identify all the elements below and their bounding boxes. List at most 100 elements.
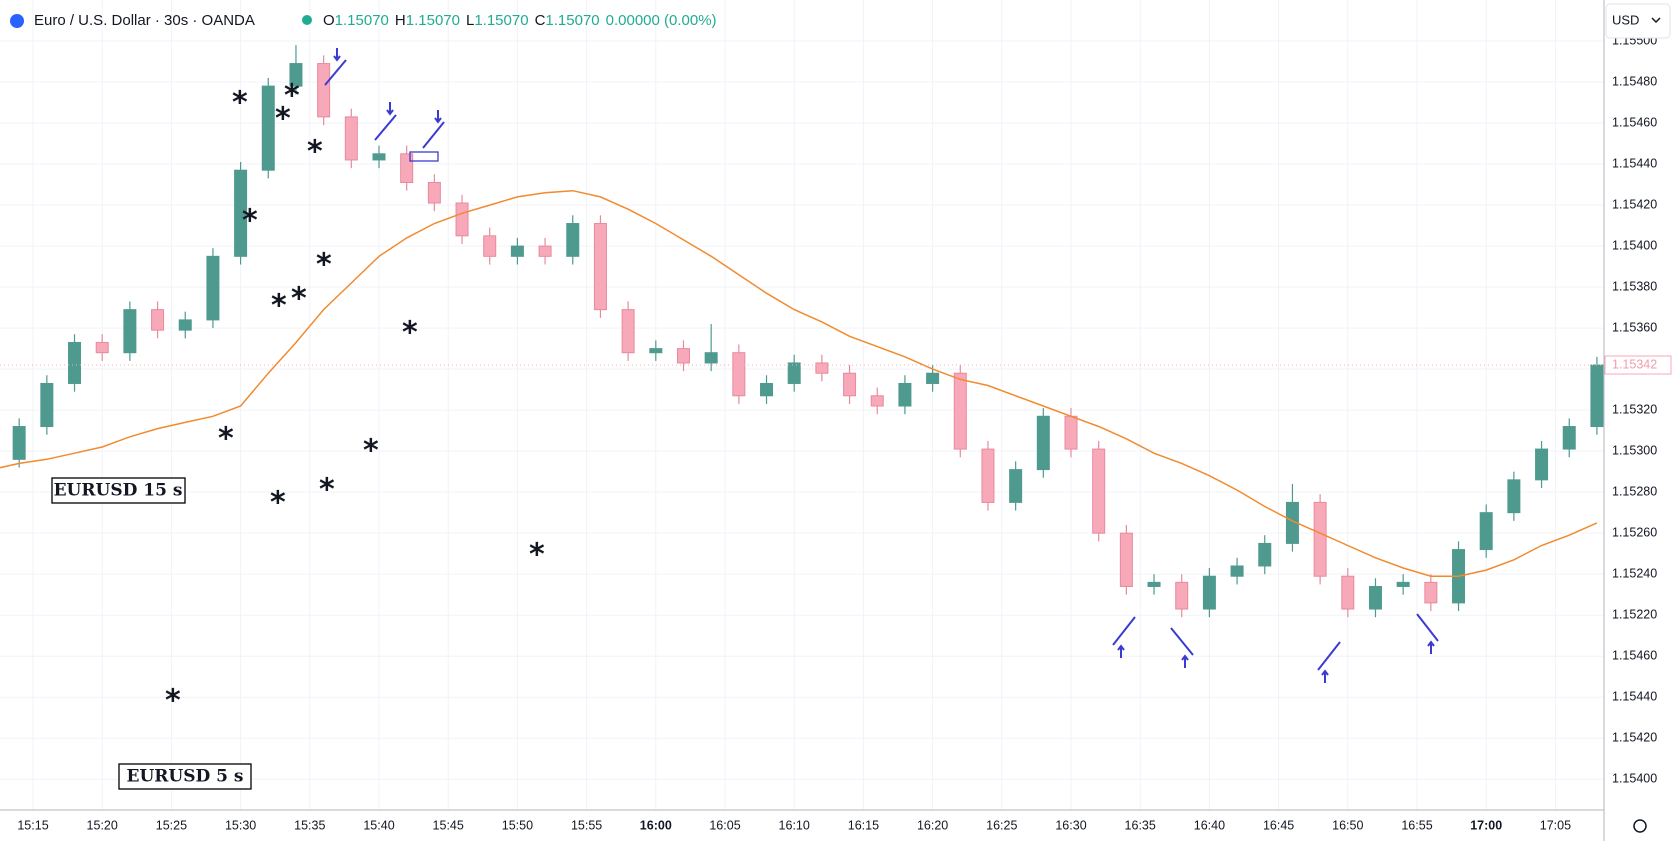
marker: * <box>270 486 286 521</box>
candle-body <box>566 223 580 257</box>
candle-body <box>1341 575 1355 610</box>
time-label: 15:40 <box>363 818 394 832</box>
time-label: 16:40 <box>1194 818 1225 832</box>
ohlc-key: O <box>323 12 335 29</box>
annotation-box <box>118 763 252 790</box>
time-label: 16:00 <box>640 818 672 832</box>
marker: * <box>402 316 418 351</box>
dropdown-icon[interactable] <box>1651 17 1661 24</box>
time-label: 16:05 <box>709 818 740 832</box>
price-label: 1.15360 <box>1612 320 1657 334</box>
moving-average <box>0 189 1598 577</box>
marker: * <box>275 102 291 137</box>
price-label: 1.15480 <box>1612 74 1657 88</box>
marker: * <box>271 289 287 324</box>
candle-body <box>953 372 967 450</box>
time-label: 15:15 <box>17 818 48 832</box>
time-label: 15:50 <box>502 818 533 832</box>
candle-body <box>926 372 940 384</box>
markers: * * * * * * * * * * * * * * * <box>165 79 545 719</box>
candle-body <box>1590 364 1604 428</box>
candle-body <box>400 153 414 184</box>
price-axis: 1.155001.154801.154601.154401.154201.154… <box>1604 33 1672 786</box>
time-label: 16:35 <box>1125 818 1156 832</box>
time-label: 16:15 <box>848 818 879 832</box>
ohlc-value: 1.15070 <box>406 12 460 29</box>
marker: * <box>218 422 234 457</box>
price-label: 1.15220 <box>1612 607 1657 621</box>
marker: * <box>316 248 332 283</box>
ohlc-key: C <box>535 12 546 29</box>
time-label: 16:55 <box>1401 818 1432 832</box>
price-label: 1.15240 <box>1612 566 1657 580</box>
time-label: 16:10 <box>779 818 810 832</box>
candle-body <box>870 395 884 407</box>
time-label: 16:20 <box>917 818 948 832</box>
candle-body <box>123 309 137 354</box>
settings-icon[interactable] <box>1633 819 1647 833</box>
currency[interactable]: USD <box>1612 12 1639 27</box>
annotation: EURUSD 15 s <box>54 481 183 501</box>
symbol-title: Euro / U.S. Dollar · 30s · OANDA <box>34 12 255 29</box>
change: 0.00000 (0.00%) <box>606 12 717 29</box>
marker: * <box>291 282 307 317</box>
time-label: 16:50 <box>1332 818 1363 832</box>
candle-body <box>1009 469 1023 503</box>
candle-body <box>1119 532 1133 587</box>
candle-body <box>815 362 829 374</box>
plot <box>0 45 1604 618</box>
candle-body <box>95 341 109 354</box>
time-label: 16:25 <box>986 818 1017 832</box>
marker: * <box>284 79 300 114</box>
marker: * <box>242 204 258 239</box>
time-label: 15:25 <box>156 818 187 832</box>
candle-body <box>206 255 220 321</box>
price-label: 1.15400 <box>1612 238 1657 252</box>
price-label: 1.15420 <box>1612 731 1657 745</box>
time-label: 17:05 <box>1540 818 1571 832</box>
candle-body <box>1258 542 1272 567</box>
candle-body <box>234 169 248 257</box>
ohlc-key: H <box>395 12 406 29</box>
symbol-icon <box>10 14 24 28</box>
candle-body <box>676 348 690 364</box>
candle-body <box>1535 448 1549 481</box>
candle-body <box>760 382 774 397</box>
candle-body <box>1424 581 1438 604</box>
marker: * <box>307 135 323 170</box>
market-status <box>302 15 312 25</box>
candle-body <box>317 63 331 118</box>
drawings <box>324 48 1439 683</box>
candle-body <box>1313 501 1327 577</box>
price-label: 1.15440 <box>1612 156 1657 170</box>
candle-body <box>704 352 718 364</box>
price-label: 1.15260 <box>1612 525 1657 539</box>
currency-button[interactable] <box>1605 3 1671 39</box>
price-label: 1.15280 <box>1612 484 1657 498</box>
candle-body <box>1202 575 1216 610</box>
candle-body <box>455 202 469 237</box>
candle-body <box>1368 585 1382 610</box>
time-label: 16:45 <box>1263 818 1294 832</box>
price-label: 1.15300 <box>1612 443 1657 457</box>
candle-body <box>1064 415 1078 450</box>
candle-body <box>621 309 635 354</box>
ohlc-key: L <box>466 12 474 29</box>
candle-body <box>1092 448 1106 534</box>
ohlc-value: 1.15070 <box>545 12 599 29</box>
candle-body <box>787 362 801 384</box>
candle-body <box>1230 565 1244 577</box>
candle-body <box>68 341 82 384</box>
last-price: 1.15342 <box>1612 357 1657 371</box>
annotation-box <box>51 477 186 504</box>
candle-body <box>510 245 524 257</box>
candle-body <box>732 352 746 397</box>
ohlc-value: 1.15070 <box>335 12 389 29</box>
candle-body <box>981 448 995 503</box>
grid <box>0 0 1604 810</box>
candle-body <box>372 153 386 161</box>
marker: * <box>363 434 379 469</box>
candle-body <box>483 235 497 257</box>
annotation: EURUSD 5 s <box>127 767 244 787</box>
